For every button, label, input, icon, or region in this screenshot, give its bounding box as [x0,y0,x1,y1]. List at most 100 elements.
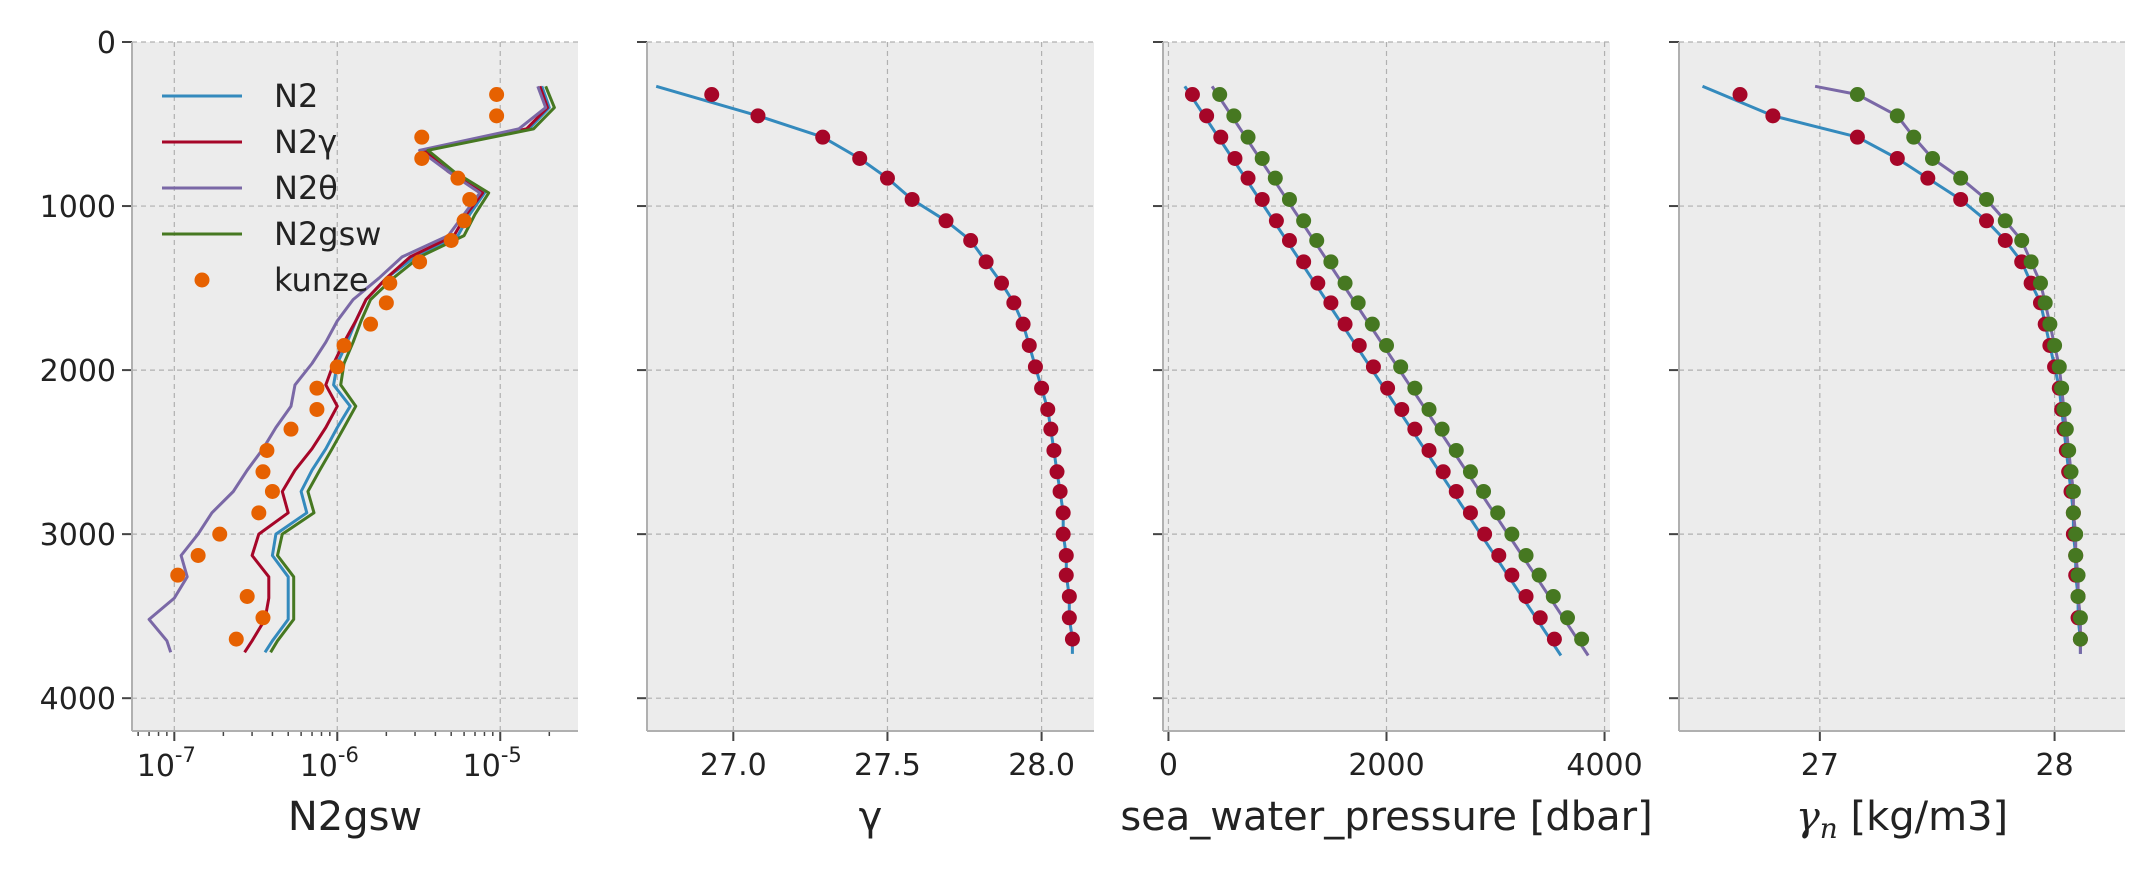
data-point-kunze [462,191,478,207]
data-point-N2γ [1281,232,1297,248]
data-point-N2γ [1058,567,1074,583]
legend-label-N2γ: N2γ [274,123,337,161]
data-point-N2γ [1421,442,1437,458]
data-point-N2gsw [1379,337,1394,353]
data-point-kunze [255,610,271,626]
x-tick-label: 2000 [1348,748,1424,783]
x-axis-label: N2gsw [288,794,422,840]
data-point-N2γ [1365,359,1381,375]
data-point-N2gsw [2042,316,2058,332]
data-point-N2γ [1477,526,1493,542]
x-tick-label: 10-5 [463,743,522,784]
data-point-N2gsw [1240,129,1256,145]
x-tick-label: 10-7 [137,743,196,784]
data-point-N2γ [852,150,868,166]
data-point-N2γ [1462,505,1478,521]
data-point-N2γ [1058,547,1074,563]
data-point-kunze [414,129,430,145]
data-point-N2γ [1435,464,1451,480]
data-point-N2γ [1268,213,1284,229]
data-point-N2gsw [1407,380,1423,396]
x-tick-label: 27.5 [854,748,921,783]
data-point-N2gsw [1434,421,1450,437]
data-point-N2gsw [1997,213,2013,229]
data-point-N2γ [1027,359,1043,375]
data-point-N2γ [994,275,1010,291]
data-point-N2γ [1889,150,1905,166]
data-point-N2γ [1052,483,1068,499]
x-tick-label: 10-6 [300,743,359,784]
y-tick-label: 0 [97,26,116,61]
data-point-N2γ [1015,316,1031,332]
data-point-N2γ [1394,401,1410,417]
data-point-N2gsw [1531,567,1547,583]
data-point-kunze [336,337,352,353]
data-point-N2gsw [2070,588,2086,604]
data-point-N2gsw [1559,610,1575,626]
plot-area [647,42,1094,731]
data-point-kunze [283,421,299,437]
data-point-kunze [251,505,267,521]
data-point-N2γ [1491,547,1507,563]
data-point-N2γ [1296,254,1312,270]
panel-2: 27.0 27.5 28.0 γ [637,41,1094,840]
data-point-N2gsw [2061,442,2077,458]
panel-4: 27 28 γn [kg/m3] [1669,41,2125,845]
data-point-N2gsw [2072,631,2088,647]
data-point-N2γ [1518,588,1534,604]
data-point-N2γ [963,232,979,248]
y-tick-label: 3000 [40,518,116,553]
data-point-kunze [264,483,280,499]
legend-label-N2θ: N2θ [274,169,338,207]
data-point-kunze [228,631,244,647]
data-point-kunze [363,316,379,332]
data-point-N2γ [1765,108,1781,124]
data-point-N2gsw [1421,401,1437,417]
data-point-N2gsw [1309,232,1325,248]
data-point-N2gsw [1518,547,1534,563]
x-axis-label: γ [859,794,883,840]
data-point-N2γ [1254,191,1270,207]
data-point-N2γ [1407,421,1423,437]
data-point-kunze [170,567,186,583]
y-tick-label: 4000 [40,682,116,717]
data-point-N2γ [1040,401,1056,417]
data-point-N2γ [1055,526,1071,542]
data-point-N2gsw [2065,483,2081,499]
data-point-N2γ [1448,483,1464,499]
data-point-kunze [239,588,255,604]
data-point-N2gsw [1462,464,1478,480]
data-point-kunze [309,401,325,417]
data-point-N2γ [704,86,720,102]
data-point-N2gsw [2072,610,2088,626]
data-point-N2gsw [1212,86,1228,102]
data-point-N2γ [978,254,994,270]
data-point-N2gsw [2063,464,2079,480]
data-point-N2γ [904,191,920,207]
data-point-N2gsw [1364,316,1380,332]
data-point-N2gsw [2056,401,2072,417]
data-point-N2gsw [2068,526,2084,542]
data-point-N2gsw [1350,295,1366,311]
data-point-kunze [382,275,398,291]
data-point-N2γ [750,108,766,124]
data-point-N2gsw [1574,631,1590,647]
data-point-kunze [259,442,275,458]
data-point-N2γ [1953,191,1969,207]
x-tick-label: 4000 [1566,748,1642,783]
legend: N2 N2γ N2θ N2gsw kunze [162,77,381,299]
data-point-N2γ [1546,631,1562,647]
series-line-N2 [655,84,1074,654]
data-point-kunze [489,108,505,124]
data-point-N2gsw [1267,170,1283,186]
x-tick-label: 28.0 [1008,748,1075,783]
data-point-kunze [443,232,459,248]
data-point-N2gsw [1254,150,1270,166]
data-point-N2γ [1732,86,1748,102]
data-point-N2gsw [1906,129,1922,145]
data-point-kunze [255,464,271,480]
data-point-N2γ [1323,295,1339,311]
x-tick-label: 27 [1801,748,1839,783]
series-line-N2gsw [269,85,556,654]
